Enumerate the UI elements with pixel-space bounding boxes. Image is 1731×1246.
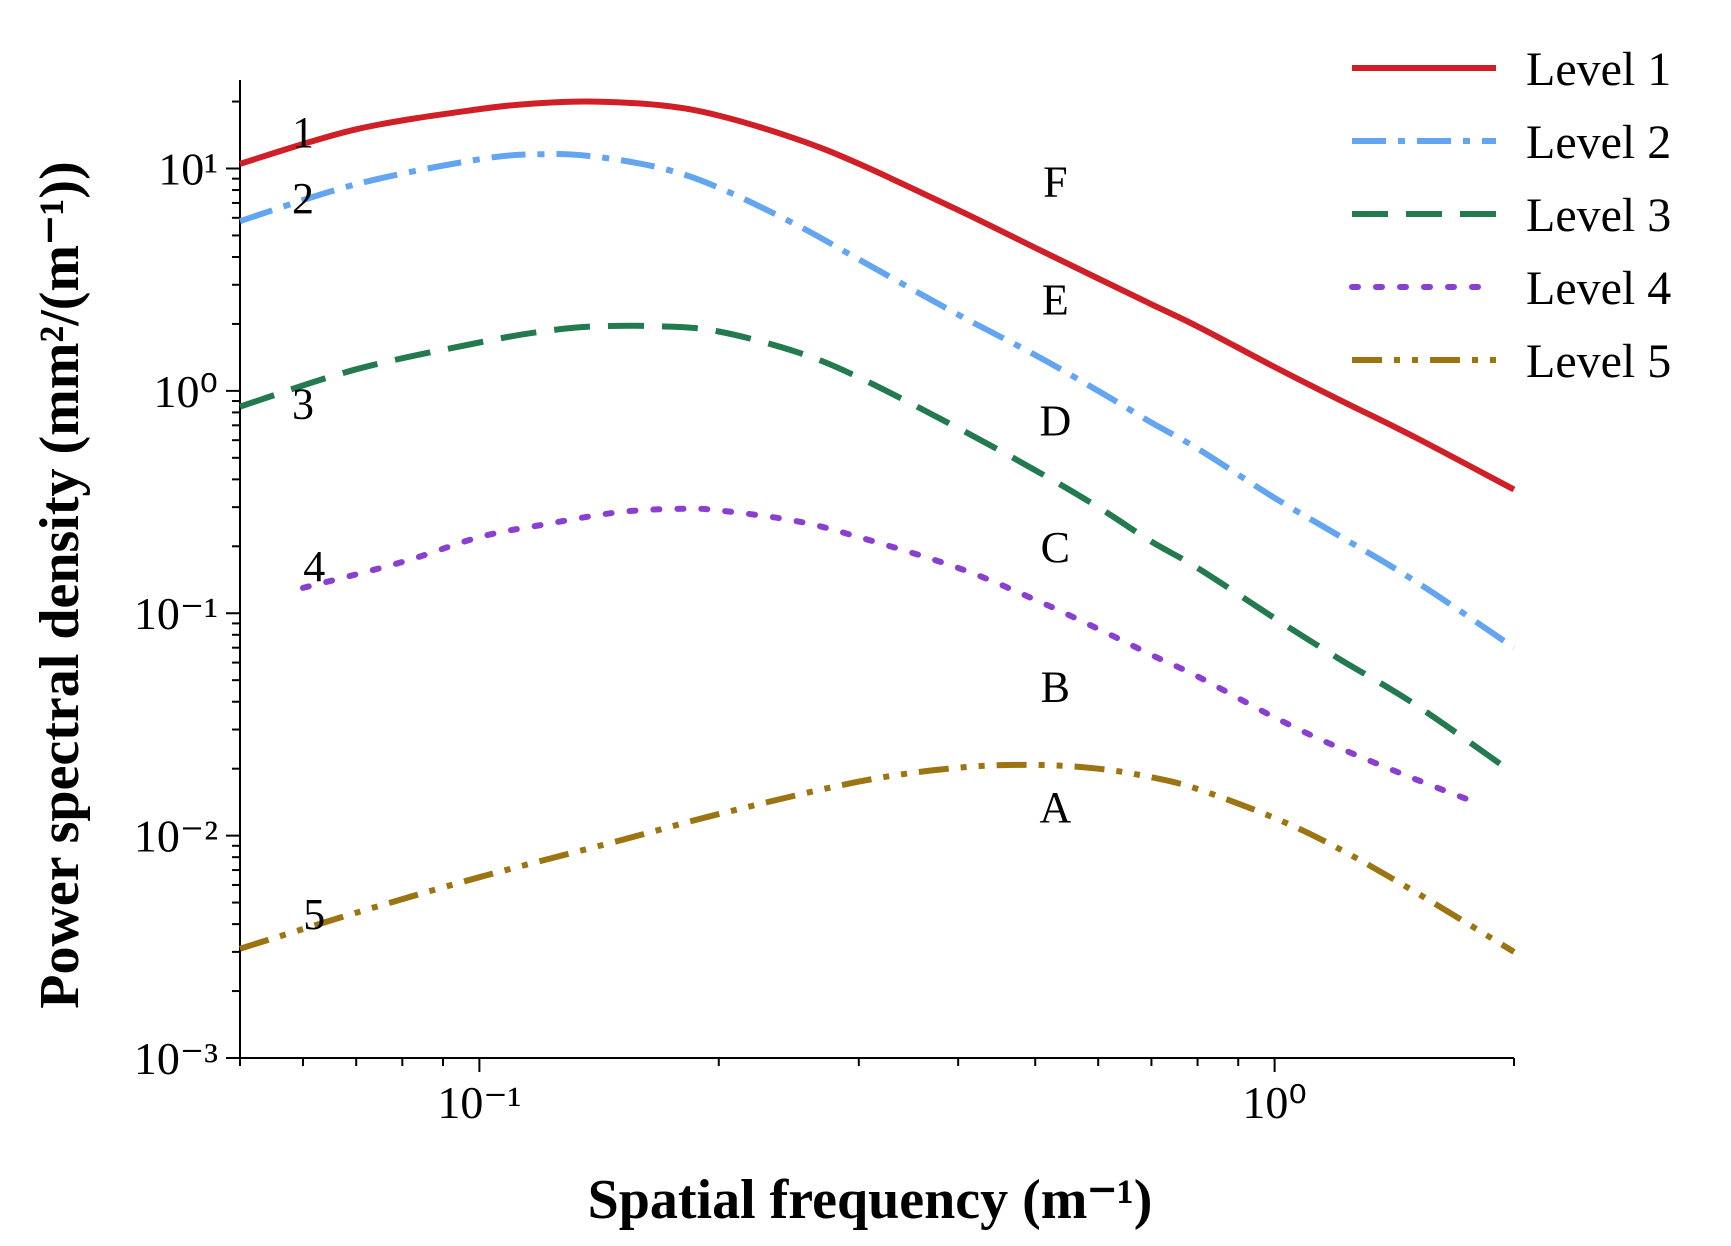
curve-annotation: 1 (292, 108, 314, 157)
axes (239, 80, 1514, 1059)
curve-annotation: E (1042, 276, 1069, 325)
curve-annotation: C (1041, 523, 1070, 572)
series-line-level-1 (239, 98, 1516, 493)
x-axis-title: Spatial frequency (m⁻¹) (588, 1169, 1153, 1231)
legend-label: Level 1 (1526, 43, 1671, 96)
series-line-level-3 (239, 322, 1516, 777)
y-tick-label: 10⁻² (134, 811, 218, 862)
legend-label: Level 5 (1526, 335, 1671, 388)
y-tick-label: 10⁻¹ (134, 588, 218, 639)
curve-annotation: D (1039, 396, 1071, 445)
legend-label: Level 4 (1526, 262, 1671, 315)
series-line-level-5 (239, 761, 1516, 955)
series-line-level-2 (239, 151, 1516, 651)
legend: Level 1 Level 2 Level 3 Level 4 Level 5 (1349, 43, 1671, 388)
series-line-level-4 (300, 505, 1481, 807)
y-axis-title: Power spectral density (mm²/(m⁻¹)) (29, 161, 91, 1008)
x-tick-label: 10⁰ (1242, 1077, 1306, 1128)
legend-label: Level 3 (1526, 189, 1671, 242)
curve-annotation: B (1041, 663, 1070, 712)
curve-annotation: 2 (292, 174, 314, 223)
curve-annotation: F (1043, 157, 1067, 206)
y-tick-label: 10¹ (158, 143, 218, 194)
x-tick-label: 10⁻¹ (437, 1077, 521, 1128)
curve-annotation: 5 (303, 890, 325, 939)
curve-annotation: 3 (292, 380, 314, 429)
series-layer (239, 98, 1516, 955)
curve-annotation: 4 (303, 542, 325, 591)
y-tick-label: 10⁰ (154, 366, 218, 417)
legend-label: Level 2 (1526, 116, 1671, 169)
annotation-layer: 1 2 3 4 5 F E D C B A (292, 108, 1071, 939)
ticks: 10⁻¹ 10⁰ 10¹ 10⁰ 10⁻¹ 10⁻² 10⁻³ (134, 100, 1515, 1128)
curve-annotation: A (1039, 783, 1071, 832)
y-tick-label: 10⁻³ (134, 1033, 218, 1084)
